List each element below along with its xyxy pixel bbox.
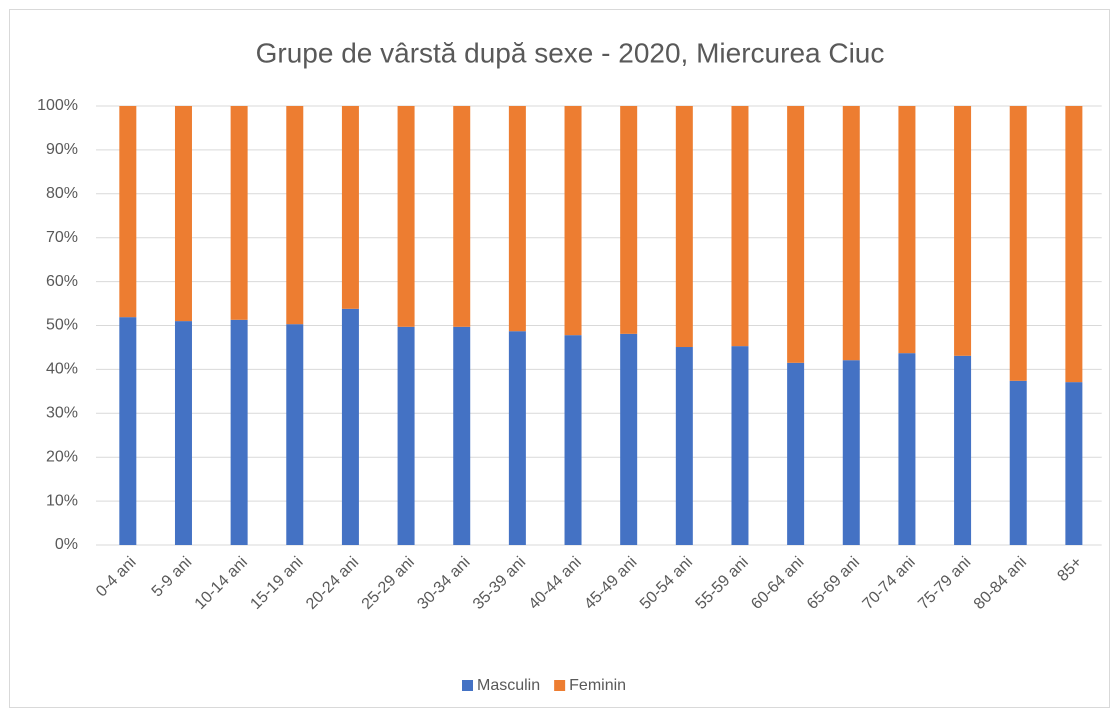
bar-segment	[954, 355, 972, 545]
y-tick-label: 70%	[46, 229, 78, 246]
y-tick-label: 20%	[46, 448, 78, 465]
bar-segment	[954, 106, 972, 356]
bar-segment	[898, 353, 916, 545]
bar-segment	[731, 346, 749, 545]
y-tick-label: 90%	[46, 141, 78, 158]
legend-swatch	[554, 680, 566, 691]
bar-segment	[787, 362, 805, 545]
bar-segment	[341, 308, 359, 545]
bar-segment	[564, 335, 582, 545]
legend-label: Feminin	[569, 677, 626, 694]
bar-segment	[230, 106, 248, 320]
y-tick-label: 80%	[46, 185, 78, 202]
bar-segment	[119, 317, 137, 545]
y-tick-label: 10%	[46, 492, 78, 509]
bar-segment	[453, 106, 471, 327]
y-tick-label: 60%	[46, 273, 78, 290]
bar-segment	[508, 106, 526, 332]
bar-segment	[397, 326, 415, 545]
bar-segment	[1009, 380, 1027, 545]
bar-segment	[564, 106, 582, 336]
y-tick-label: 30%	[46, 405, 78, 422]
bar-segment	[1065, 106, 1083, 383]
bar-segment	[675, 347, 693, 545]
bar-segment	[119, 106, 137, 318]
y-tick-label: 100%	[37, 97, 78, 114]
bar-segment	[286, 106, 304, 325]
chart-frame	[9, 9, 1110, 708]
bar-segment	[898, 106, 916, 354]
legend-swatch	[462, 680, 473, 691]
bar-segment	[1009, 106, 1027, 381]
bar-segment	[842, 360, 860, 545]
bar-segment	[397, 106, 415, 327]
y-tick-label: 0%	[55, 536, 78, 553]
bar-segment	[620, 106, 638, 334]
bar-segment	[675, 106, 693, 348]
bar-segment	[508, 331, 526, 545]
bar-segment	[230, 319, 248, 545]
chart-title: Grupe de vârstă după sexe - 2020, Miercu…	[256, 37, 885, 68]
bar-segment	[286, 324, 304, 545]
bar-segment	[620, 333, 638, 545]
legend-label: Masculin	[477, 677, 540, 694]
y-tick-label: 50%	[46, 317, 78, 334]
bar-segment	[174, 106, 192, 322]
bar-segment	[1065, 382, 1083, 545]
bar-segment	[842, 106, 860, 361]
bar-segment	[787, 106, 805, 363]
bar-segment	[453, 326, 471, 545]
y-tick-label: 40%	[46, 361, 78, 378]
bar-segment	[341, 106, 359, 309]
bar-segment	[731, 106, 749, 347]
bar-segment	[174, 321, 192, 545]
